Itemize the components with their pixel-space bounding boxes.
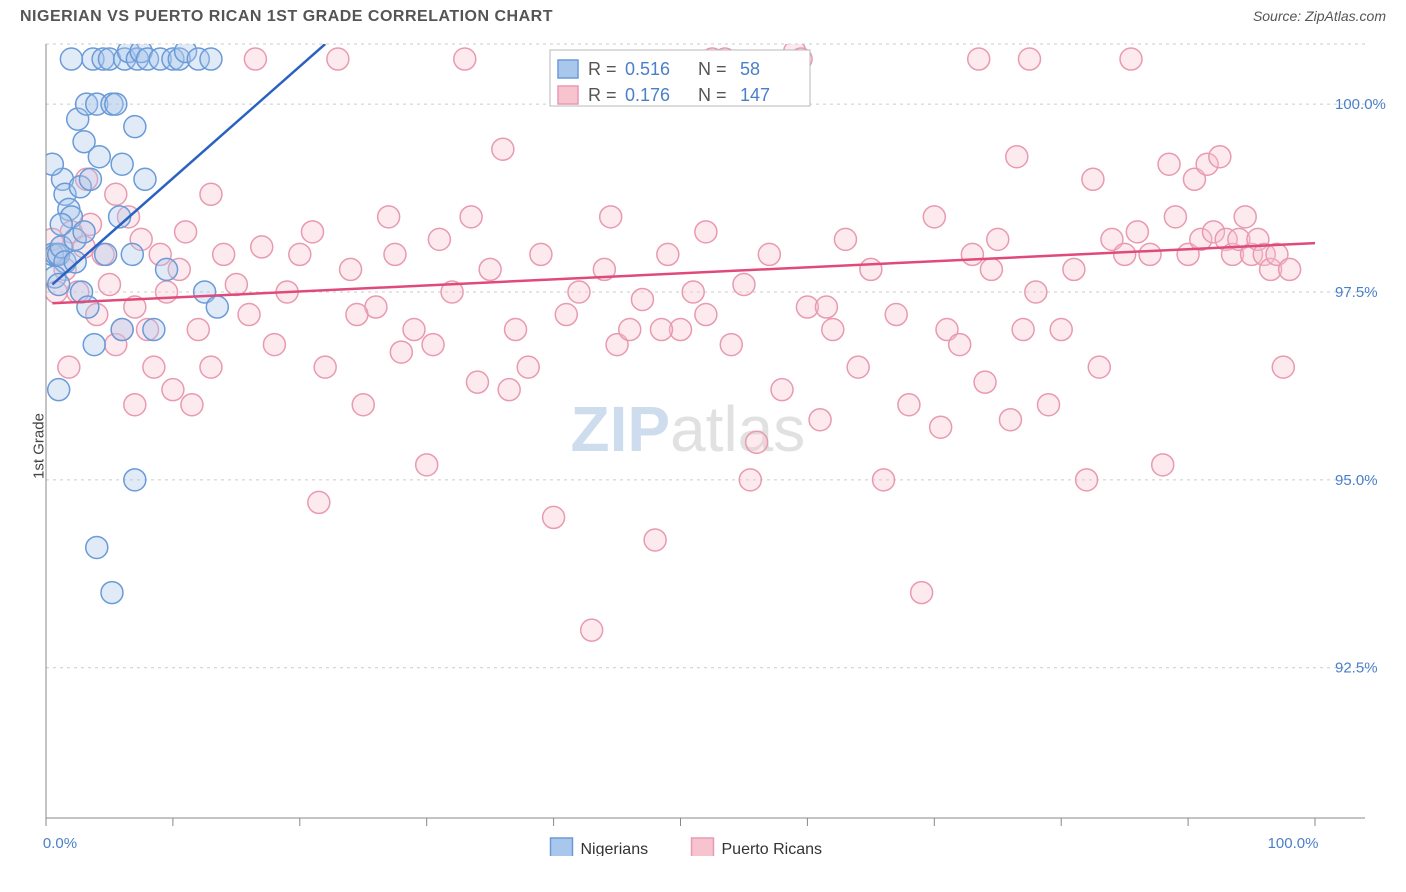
- source-label: Source: ZipAtlas.com: [1253, 8, 1386, 26]
- chart-area: 1st Grade ZIPatlas 0.0% 100.0% 92.5% 95.0% 97…: [0, 36, 1406, 856]
- svg-text:0.516: 0.516: [625, 59, 670, 79]
- scatter-chart: ZIPatlas 0.0% 100.0% 92.5% 95.0% 97.5% 100.0% R…: [0, 36, 1406, 856]
- y-axis-label: 1st Grade: [30, 413, 47, 479]
- svg-text:92.5%: 92.5%: [1335, 660, 1378, 677]
- source-name: ZipAtlas.com: [1305, 8, 1386, 24]
- svg-text:0.176: 0.176: [625, 85, 670, 105]
- svg-text:100.0%: 100.0%: [1268, 835, 1319, 852]
- svg-text:0.0%: 0.0%: [43, 835, 77, 852]
- svg-text:R =: R =: [588, 85, 617, 105]
- svg-text:ZIPatlas: ZIPatlas: [571, 393, 806, 465]
- svg-text:97.5%: 97.5%: [1335, 284, 1378, 301]
- source-prefix: Source:: [1253, 8, 1305, 24]
- svg-text:58: 58: [740, 59, 760, 79]
- svg-text:N =: N =: [698, 59, 727, 79]
- svg-text:R =: R =: [588, 59, 617, 79]
- svg-text:Nigerians: Nigerians: [581, 841, 649, 856]
- svg-text:95.0%: 95.0%: [1335, 472, 1378, 489]
- svg-text:147: 147: [740, 85, 770, 105]
- svg-text:N =: N =: [698, 85, 727, 105]
- svg-text:100.0%: 100.0%: [1335, 96, 1386, 113]
- svg-text:Puerto Ricans: Puerto Ricans: [722, 841, 823, 856]
- chart-title: NIGERIAN VS PUERTO RICAN 1ST GRADE CORRE…: [20, 8, 553, 26]
